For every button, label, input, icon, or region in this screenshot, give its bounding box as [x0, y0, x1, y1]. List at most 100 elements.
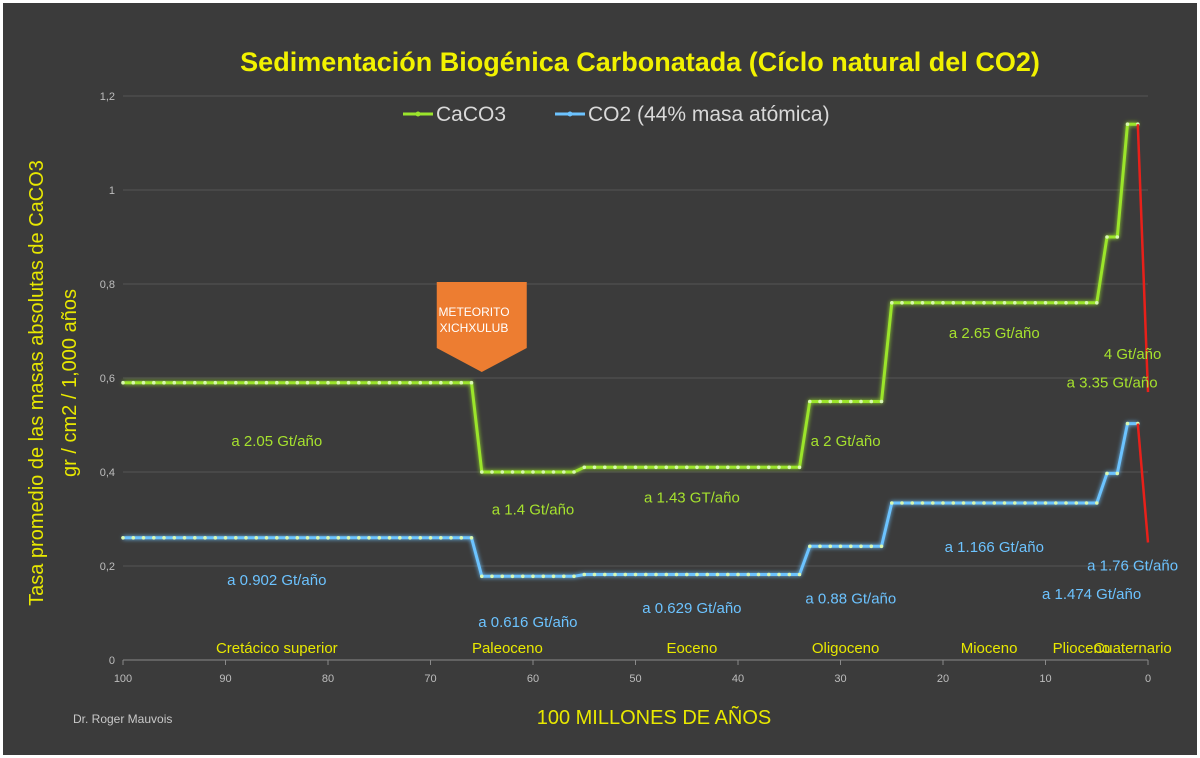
x-tick-label: 90 [219, 673, 231, 685]
data-point-co2 [408, 536, 412, 540]
data-point-co2 [736, 572, 740, 577]
data-point-caco3 [398, 380, 402, 385]
x-tick-label: 10 [1039, 673, 1051, 685]
x-tick-label: 50 [629, 673, 641, 685]
rate-annotation: a 1.166 Gt/año [945, 539, 1044, 556]
data-point-caco3 [992, 301, 997, 305]
data-point-caco3 [131, 380, 136, 385]
data-point-caco3 [480, 470, 484, 474]
data-point-co2 [633, 572, 638, 577]
y-axis-label-line-2: gr / cm2 / 1,000 años [59, 289, 81, 477]
data-point-caco3 [900, 301, 904, 305]
data-point-caco3 [449, 380, 453, 385]
data-point-caco3 [808, 399, 812, 404]
data-point-caco3 [459, 380, 464, 385]
data-point-co2 [654, 572, 658, 577]
y-tick-label: 0 [109, 655, 115, 667]
data-point-co2 [551, 574, 556, 579]
rate-annotation: a 1.4 Gt/año [492, 501, 575, 518]
data-point-caco3 [982, 301, 986, 305]
y-tick-label: 0,2 [100, 561, 115, 573]
data-point-co2 [172, 536, 177, 540]
data-point-co2 [162, 536, 166, 540]
data-point-co2 [285, 536, 289, 540]
data-point-co2 [1095, 501, 1099, 505]
data-point-co2 [582, 572, 587, 577]
data-point-caco3 [305, 380, 310, 385]
data-point-caco3 [121, 380, 125, 385]
y-tick-label: 0,8 [100, 279, 115, 291]
period-label: Paleoceno [472, 640, 543, 657]
data-point-caco3 [182, 380, 187, 385]
data-point-caco3 [141, 380, 146, 385]
chart-frame: 0 0,2 0,4 0,6 0,8 1 1,2 100 90 80 70 60 50 40 30 20 10 0 … [3, 3, 1197, 755]
data-point-caco3 [961, 301, 966, 305]
data-point-co2 [705, 572, 710, 577]
data-point-co2 [193, 536, 197, 540]
data-point-co2 [613, 572, 617, 577]
data-point-co2 [562, 574, 566, 579]
data-point-co2 [398, 536, 402, 540]
data-point-co2 [623, 572, 628, 577]
data-point-caco3 [1002, 301, 1007, 305]
data-point-co2 [480, 574, 484, 579]
data-point-caco3 [244, 380, 248, 385]
data-point-caco3 [685, 465, 689, 470]
data-point-co2 [838, 544, 843, 549]
data-point-co2 [316, 536, 320, 540]
data-point-co2 [1023, 501, 1027, 505]
data-point-co2 [357, 536, 361, 540]
data-point-co2 [900, 501, 904, 505]
data-point-co2 [674, 572, 679, 577]
data-point-co2 [1125, 421, 1130, 426]
data-point-co2 [849, 544, 853, 549]
data-point-co2 [521, 574, 525, 579]
data-point-co2 [490, 574, 494, 579]
data-point-co2 [572, 574, 576, 579]
y-axis-label-line-1: Tasa promedio de las masas absolutas de … [26, 160, 48, 606]
data-point-co2 [1033, 501, 1038, 505]
rate-annotation: a 1.474 Gt/año [1042, 586, 1141, 603]
x-axis-label: 100 MILLONES DE AÑOS [537, 705, 772, 729]
data-point-caco3 [193, 380, 197, 385]
data-point-co2 [439, 536, 443, 540]
data-point-caco3 [541, 470, 546, 474]
data-point-co2 [1054, 501, 1058, 505]
data-point-co2 [859, 544, 863, 549]
period-label: Plioceno [1053, 640, 1111, 657]
data-point-co2 [1105, 471, 1109, 476]
legend-marker-caco3 [415, 111, 421, 117]
data-point-co2 [685, 572, 689, 577]
data-point-caco3 [152, 380, 156, 385]
data-point-caco3 [254, 380, 259, 385]
data-point-co2 [367, 536, 371, 540]
data-point-co2 [592, 572, 597, 577]
rate-annotation: a 0.616 Gt/año [478, 614, 577, 631]
y-tick-label: 0,4 [100, 467, 115, 479]
data-point-caco3 [910, 301, 915, 305]
data-point-caco3 [972, 301, 976, 305]
x-tick-label: 80 [322, 673, 334, 685]
data-point-co2 [767, 572, 771, 577]
rate-annotation: a 1.76 Gt/año [1087, 558, 1178, 575]
data-point-caco3 [264, 380, 269, 385]
data-point-co2 [459, 536, 464, 540]
data-point-caco3 [336, 380, 341, 385]
data-point-caco3 [1115, 235, 1120, 239]
data-point-co2 [797, 572, 802, 577]
data-point-co2 [500, 574, 505, 579]
data-point-caco3 [500, 470, 505, 474]
data-point-caco3 [664, 465, 669, 470]
data-point-co2 [1115, 471, 1120, 476]
data-point-caco3 [879, 399, 884, 404]
data-point-caco3 [1095, 301, 1099, 305]
data-point-caco3 [1013, 301, 1017, 305]
legend: CaCO3 CO2 (44% masa atómica) [403, 103, 830, 126]
x-tick-label: 70 [424, 673, 436, 685]
rate-annotation: a 3.35 Gt/año [1067, 374, 1158, 391]
data-point-co2 [541, 574, 546, 579]
rate-annotation: a 1.43 GT/año [644, 490, 740, 507]
data-point-caco3 [1084, 301, 1089, 305]
data-point-co2 [931, 501, 935, 505]
data-point-caco3 [367, 380, 371, 385]
